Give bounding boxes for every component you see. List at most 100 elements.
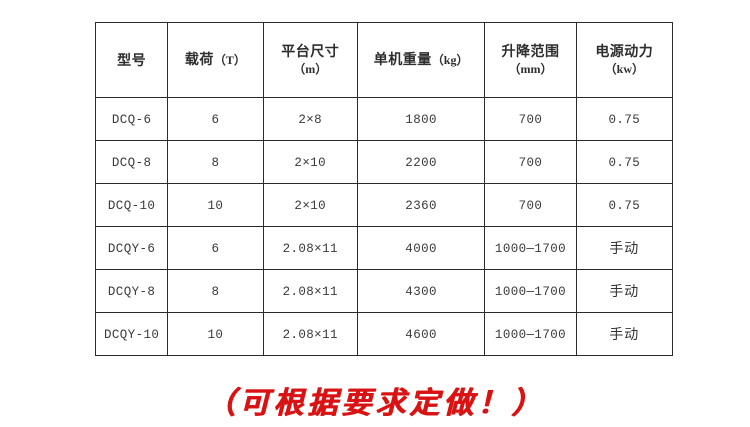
cell-model: DCQ-8 [94,140,169,184]
cell-model: DCQY-8 [94,269,169,313]
cell-load-value: 10 [207,328,224,342]
cell-model: DCQ-10 [94,183,169,227]
cell-lift-range-value: 1000—1700 [494,328,567,342]
column-header-load-label: 载荷 [184,51,214,68]
cell-load: 8 [167,269,264,313]
cell-unit-weight: 4300 [356,269,486,313]
cell-platform-size-value: 2.08×11 [282,285,338,299]
cell-lift-range: 700 [484,183,577,227]
cell-load: 10 [167,183,264,227]
cell-unit-weight: 2360 [356,183,486,227]
cell-unit-weight-value: 2360 [405,199,437,213]
cell-load: 6 [167,226,264,270]
cell-load-value: 10 [207,199,224,213]
column-header-power-unit: （kw） [604,62,644,77]
column-header-platform-size-label: 平台尺寸 [281,43,340,60]
cell-platform-size-value: 2.08×11 [282,242,338,256]
cell-power-value: 0.75 [608,156,641,170]
cell-load-value: 8 [211,285,220,299]
cell-unit-weight: 2200 [356,140,486,184]
cell-lift-range-value: 700 [518,199,543,213]
cell-lift-range-value: 700 [518,156,543,170]
column-header-power-label: 电源动力 [595,43,654,60]
cell-platform-size: 2.08×11 [262,226,358,270]
cell-lift-range: 1000—1700 [484,269,577,313]
column-header-unit-weight-unit: （kg） [431,53,469,68]
column-header-model: 型号 [94,22,169,98]
cell-lift-range: 1000—1700 [484,312,577,356]
column-header-lift-range: 升降范围 （mm） [484,22,577,98]
cell-power-value: 手动 [609,283,640,299]
cell-platform-size: 2.08×11 [262,312,358,356]
cell-unit-weight-value: 4300 [405,285,437,299]
cell-model-value: DCQY-8 [107,285,156,299]
cell-platform-size: 2×10 [262,140,358,184]
cell-power: 0.75 [575,97,674,141]
column-header-lift-range-label: 升降范围 [501,43,560,60]
table-row: DCQY-8 8 2.08×11 4300 1000—1700 手动 [94,269,674,313]
cell-unit-weight-value: 1800 [405,113,437,127]
cell-platform-size-value: 2×10 [294,156,327,170]
cell-platform-size-value: 2×10 [294,199,327,213]
column-header-platform-size: 平台尺寸 （m） [262,22,358,98]
cell-unit-weight-value: 4600 [405,328,437,342]
table-header: 型号 载荷（T） 平台尺寸 （m） [94,22,674,98]
table-row: DCQY-10 10 2.08×11 4600 1000—1700 手动 [94,312,674,356]
cell-model-value: DCQ-6 [111,113,152,127]
cell-load: 10 [167,312,264,356]
column-header-unit-weight: 单机重量（kg） [356,22,486,98]
cell-load: 6 [167,97,264,141]
column-header-lift-range-unit: （mm） [508,62,553,77]
table-body: DCQ-6 6 2×8 1800 700 0.75 DCQ-8 8 2×10 2… [94,97,674,356]
cell-lift-range-value: 700 [518,113,543,127]
cell-load-value: 6 [211,242,220,256]
cell-model-value: DCQY-6 [107,242,156,256]
cell-power-value: 手动 [609,240,640,256]
column-header-power: 电源动力 （kw） [575,22,674,98]
column-header-model-label: 型号 [117,51,147,68]
cell-lift-range: 1000—1700 [484,226,577,270]
spec-table-container: 型号 载荷（T） 平台尺寸 （m） [94,22,674,356]
cell-power: 0.75 [575,140,674,184]
specification-table: 型号 载荷（T） 平台尺寸 （m） [94,22,674,356]
cell-power-value: 手动 [609,326,640,342]
cell-platform-size: 2×8 [262,97,358,141]
cell-power: 手动 [575,226,674,270]
cell-load-value: 8 [211,156,220,170]
cell-unit-weight: 4600 [356,312,486,356]
cell-model: DCQY-10 [94,312,169,356]
cell-unit-weight: 4000 [356,226,486,270]
cell-power-value: 0.75 [608,113,641,127]
cell-power: 手动 [575,312,674,356]
cell-platform-size-value: 2×8 [298,113,323,127]
cell-lift-range: 700 [484,97,577,141]
cell-load-value: 6 [211,113,220,127]
column-header-unit-weight-label: 单机重量 [373,51,432,68]
cell-lift-range: 700 [484,140,577,184]
cell-power: 手动 [575,269,674,313]
cell-unit-weight-value: 4000 [405,242,437,256]
column-header-load: 载荷（T） [167,22,264,98]
cell-platform-size: 2×10 [262,183,358,227]
cell-load: 8 [167,140,264,184]
cell-unit-weight-value: 2200 [405,156,437,170]
table-row: DCQY-6 6 2.08×11 4000 1000—1700 手动 [94,226,674,270]
cell-model: DCQY-6 [94,226,169,270]
cell-lift-range-value: 1000—1700 [494,242,567,256]
cell-model-value: DCQY-10 [103,328,160,342]
cell-platform-size: 2.08×11 [262,269,358,313]
table-header-row: 型号 载荷（T） 平台尺寸 （m） [94,22,674,98]
table-row: DCQ-8 8 2×10 2200 700 0.75 [94,140,674,184]
table-row: DCQ-10 10 2×10 2360 700 0.75 [94,183,674,227]
cell-model-value: DCQ-8 [111,156,152,170]
custom-order-note: （可根据要求定做！） [205,386,545,421]
cell-power: 0.75 [575,183,674,227]
cell-power-value: 0.75 [608,199,641,213]
cell-model-value: DCQ-10 [107,199,156,213]
cell-platform-size-value: 2.08×11 [282,328,338,342]
column-header-platform-size-unit: （m） [293,62,328,77]
column-header-load-unit: （T） [213,53,246,68]
table-row: DCQ-6 6 2×8 1800 700 0.75 [94,97,674,141]
cell-model: DCQ-6 [94,97,169,141]
